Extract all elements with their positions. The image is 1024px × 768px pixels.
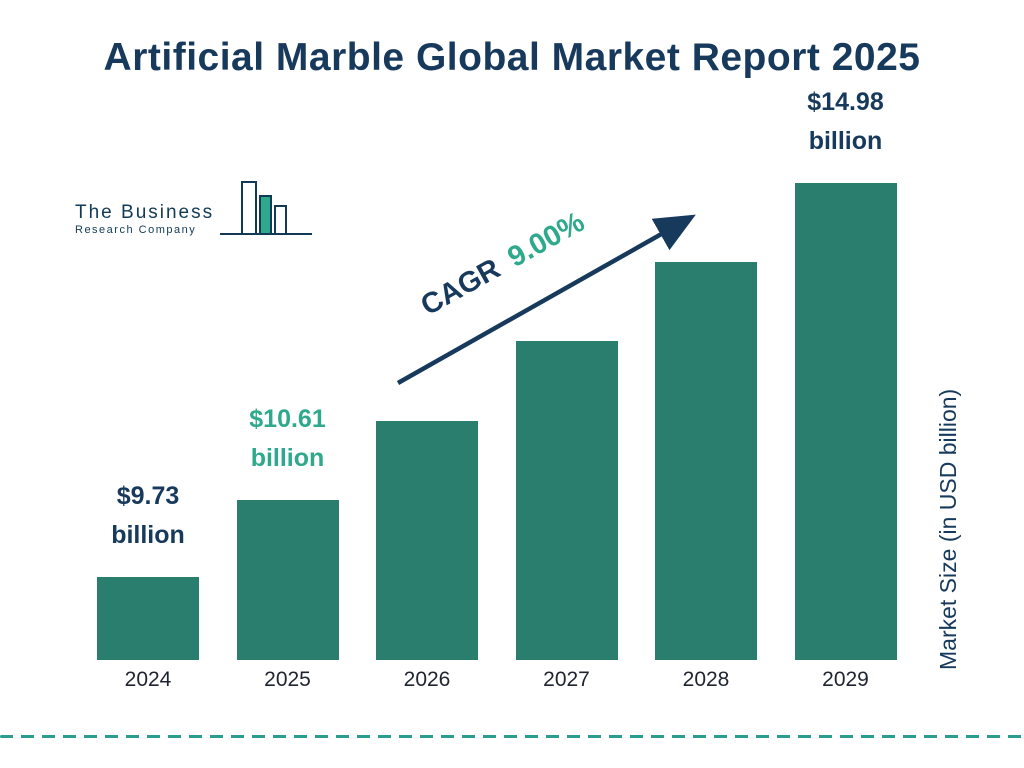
cagr-annotation: CAGR9.00% [377,185,629,345]
bar-2026 [376,421,478,660]
value-label-amount: $9.73 [116,482,180,510]
value-label-2024: $9.73 billion [53,477,243,555]
company-logo-text: The Business Research Company [75,202,214,242]
value-label-unit: billion [111,521,185,549]
x-tick-label-2024: 2024 [124,668,172,691]
bottom-dashed-divider [0,735,1024,738]
bar-2028 [655,262,757,660]
value-label-2025: $10.61 billion [193,400,383,478]
value-label-2029: $14.98 billion [751,83,941,161]
logo-line2: Research Company [75,224,197,236]
page-title: Artificial Marble Global Market Report 2… [103,36,921,79]
value-label-unit: billion [808,127,883,155]
bar-2027 [515,341,618,660]
value-label-unit: billion [250,444,325,472]
company-logo: The Business Research Company [75,180,313,242]
cagr-label: CAGR [415,252,506,323]
y-axis-label: Market Size (in USD billion) [935,388,961,670]
x-tick-label-2027: 2027 [543,668,590,691]
cagr-value: 9.00% [502,206,590,274]
logo-line1: The Business [75,202,215,223]
x-tick-label-2026: 2026 [403,668,451,691]
value-label-amount: $14.98 [807,88,884,116]
x-tick-label-2028: 2028 [682,668,730,691]
bar-2024 [97,577,199,660]
value-label-amount: $10.61 [249,405,326,433]
x-tick-label-2029: 2029 [822,668,869,691]
bar-2029 [794,183,897,660]
bar-chart-logo-icon [220,180,313,242]
bar-2025 [236,500,339,660]
x-tick-label-2025: 2025 [264,668,311,691]
